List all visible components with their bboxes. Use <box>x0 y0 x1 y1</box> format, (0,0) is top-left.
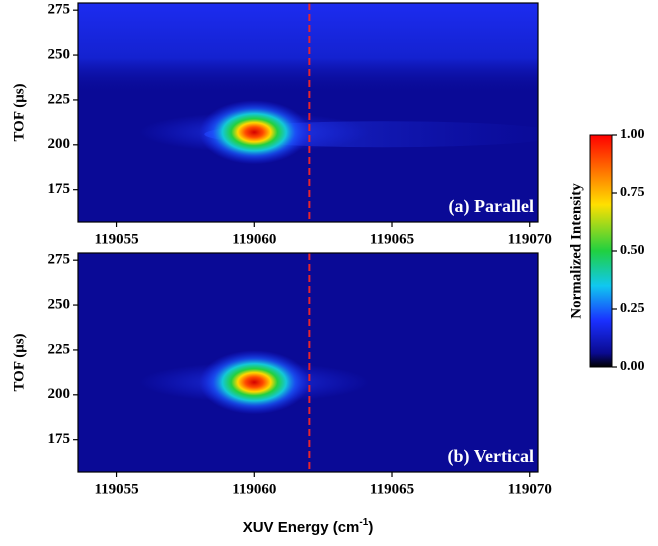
x-tick-label: 119070 <box>508 481 552 497</box>
plot-area <box>78 253 538 472</box>
x-axis-label: XUV Energy (cm-1) <box>243 517 374 536</box>
colorbar-label: Normalized Intensity <box>568 183 584 319</box>
colorbar-tick-label: 0.50 <box>620 243 645 258</box>
panel-label: (b) Vertical <box>448 446 534 467</box>
y-tick-label: 250 <box>48 46 71 62</box>
colorbar <box>589 134 613 368</box>
y-tick-label: 275 <box>48 252 71 268</box>
panel-label: (a) Parallel <box>449 196 534 217</box>
y-tick-label: 200 <box>48 386 71 402</box>
y-axis-label: TOF (μs) <box>11 333 27 391</box>
colorbar-tick-label: 0.75 <box>620 185 645 200</box>
colorbar-tick-label: 0.25 <box>620 301 645 316</box>
y-tick-label: 175 <box>48 181 71 197</box>
heatmap-background <box>78 253 538 472</box>
plot-frame <box>77 252 539 473</box>
x-tick-label: 119055 <box>94 231 138 247</box>
peak <box>199 100 310 165</box>
x-axis-label-sup: -1 <box>359 517 368 528</box>
y-tick-label: 225 <box>48 341 71 357</box>
plot-frame <box>77 2 539 223</box>
y-tick-label: 250 <box>48 296 71 312</box>
x-axis-label-end: ) <box>368 519 373 536</box>
y-tick-label: 225 <box>48 91 71 107</box>
x-tick-label: 119065 <box>370 231 414 247</box>
y-tick-label: 200 <box>48 136 71 152</box>
background-band <box>78 3 538 95</box>
x-tick-label: 119070 <box>508 231 552 247</box>
x-tick-label: 119060 <box>232 481 276 497</box>
x-tick-label: 119065 <box>370 481 414 497</box>
colorbar-tick-label: 0.00 <box>620 359 645 374</box>
y-axis-label: TOF (μs) <box>11 83 27 141</box>
x-tick-label: 119060 <box>232 231 276 247</box>
peak <box>199 350 310 415</box>
plot-area <box>78 3 538 222</box>
x-axis-label-text: XUV Energy (cm <box>243 519 360 536</box>
x-tick-label: 119055 <box>94 481 138 497</box>
colorbar-tick-label: 1.00 <box>620 127 645 142</box>
y-tick-label: 275 <box>48 2 71 18</box>
y-tick-label: 175 <box>48 431 71 447</box>
